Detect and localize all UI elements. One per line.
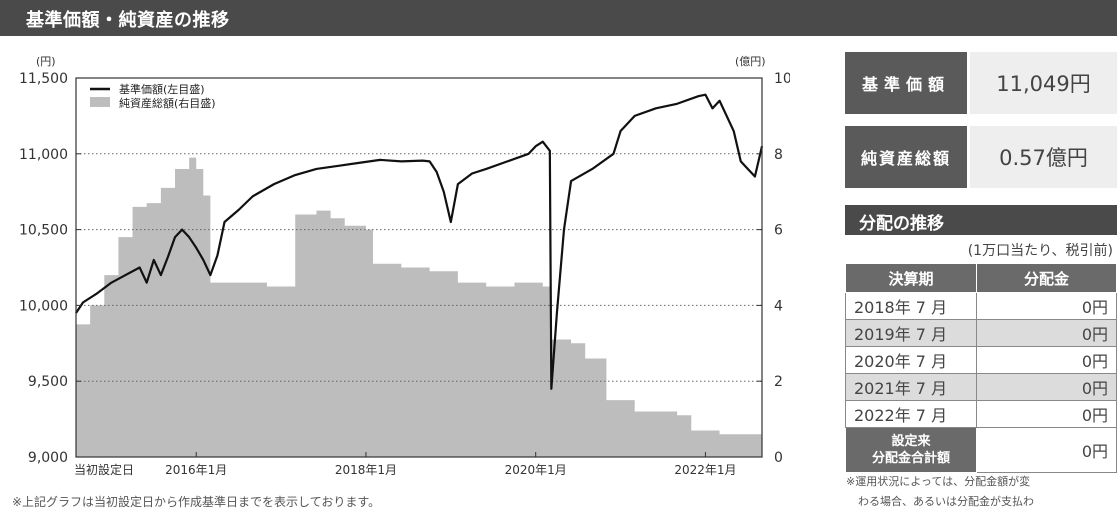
- nav-row: 基準価額 11,049円: [845, 52, 1117, 114]
- table-row: 2018年 7 月 0円: [845, 292, 1117, 320]
- x-tick-label: 2020年1月: [505, 463, 567, 477]
- distribution-footnote-line2: わる場合、あるいは分配金が支払わ: [858, 495, 1034, 508]
- nav-label: 基準価額: [845, 52, 967, 114]
- period-cell: 2021年 7 月: [845, 373, 977, 401]
- left-tick-label: 10,500: [19, 223, 68, 239]
- legend-nav-label: 基準価額(左目盛): [119, 82, 205, 96]
- chart-footnote: ※上記グラフは当初設定日から作成基準日までを表示しております。: [12, 495, 381, 509]
- amount-cell: 0円: [976, 292, 1117, 320]
- right-tick-label: 6: [774, 223, 783, 239]
- distribution-footnote: ※運用状況によっては、分配金額が変 わる場合、あるいは分配金が支払わ: [846, 472, 1117, 512]
- total-amount: 0円: [976, 427, 1117, 473]
- distribution-table: 決算期 分配金 2018年 7 月 0円 2019年 7 月 0円 2020年 …: [845, 263, 1117, 473]
- table-row: 2019年 7 月 0円: [845, 319, 1117, 347]
- right-tick-label: 8: [774, 147, 783, 163]
- assets-row: 純資産総額 0.57億円: [845, 126, 1117, 188]
- net-assets-area: [76, 157, 762, 457]
- x-tick-label: 2022年1月: [674, 463, 736, 477]
- section-title: 基準価額・純資産の推移: [26, 10, 230, 31]
- right-tick-label: 2: [774, 374, 783, 390]
- total-label-line1: 設定来: [891, 434, 931, 449]
- nav-value: 11,049円: [970, 52, 1117, 114]
- amount-cell: 0円: [976, 346, 1117, 374]
- column-header-period: 決算期: [845, 263, 977, 293]
- left-tick-label: 11,000: [19, 147, 68, 163]
- amount-cell: 0円: [976, 400, 1117, 428]
- x-tick-label: 2018年1月: [335, 463, 397, 477]
- legend-assets-label: 純資産総額(右目盛): [119, 96, 216, 110]
- distribution-title: 分配の推移: [859, 214, 944, 234]
- left-tick-label: 11,500: [19, 71, 68, 87]
- right-tick-label: 10: [774, 71, 790, 87]
- nav-chart: 9,000 9,500 10,000 10,500 11,000 11,500 0 2 4 6 8 1…: [19, 55, 790, 477]
- x-tick-label: 当初設定日: [74, 462, 134, 477]
- left-tick-label: 10,000: [19, 298, 68, 314]
- legend-area-swatch: [90, 97, 110, 107]
- table-row: 2020年 7 月 0円: [845, 346, 1117, 374]
- right-tick-label: 0: [774, 450, 783, 466]
- column-header-amount: 分配金: [976, 263, 1117, 293]
- left-tick-label: 9,500: [28, 374, 68, 390]
- distribution-note: (1万口当たり、税引前): [967, 243, 1113, 259]
- distribution-header: 分配の推移: [845, 205, 1117, 235]
- total-label: 設定来 分配金合計額: [845, 427, 977, 473]
- total-row: 設定来 分配金合計額 0円: [845, 427, 1117, 473]
- period-cell: 2019年 7 月: [845, 319, 977, 347]
- right-axis-unit: (億円): [735, 55, 766, 68]
- assets-label: 純資産総額: [845, 126, 967, 188]
- distribution-footnote-line1: ※運用状況によっては、分配金額が変: [846, 475, 1031, 488]
- period-cell: 2018年 7 月: [845, 292, 977, 320]
- section-title-bar: 基準価額・純資産の推移: [0, 0, 1117, 36]
- period-cell: 2022年 7 月: [845, 400, 977, 428]
- table-row: 2022年 7 月 0円: [845, 400, 1117, 428]
- table-header-row: 決算期 分配金: [845, 263, 1117, 293]
- assets-value: 0.57億円: [970, 126, 1117, 188]
- left-axis-unit: (円): [36, 55, 56, 68]
- table-row: 2021年 7 月 0円: [845, 373, 1117, 401]
- plot-frame: [75, 77, 763, 458]
- nav-line: [75, 93, 764, 390]
- summary-box: 基準価額 11,049円 純資産総額 0.57億円: [845, 52, 1117, 190]
- period-cell: 2020年 7 月: [845, 346, 977, 374]
- right-tick-label: 4: [774, 298, 783, 314]
- amount-cell: 0円: [976, 373, 1117, 401]
- amount-cell: 0円: [976, 319, 1117, 347]
- left-tick-label: 9,000: [28, 450, 68, 466]
- x-tick-label: 2016年1月: [165, 463, 227, 477]
- total-label-line2: 分配金合計額: [871, 451, 950, 466]
